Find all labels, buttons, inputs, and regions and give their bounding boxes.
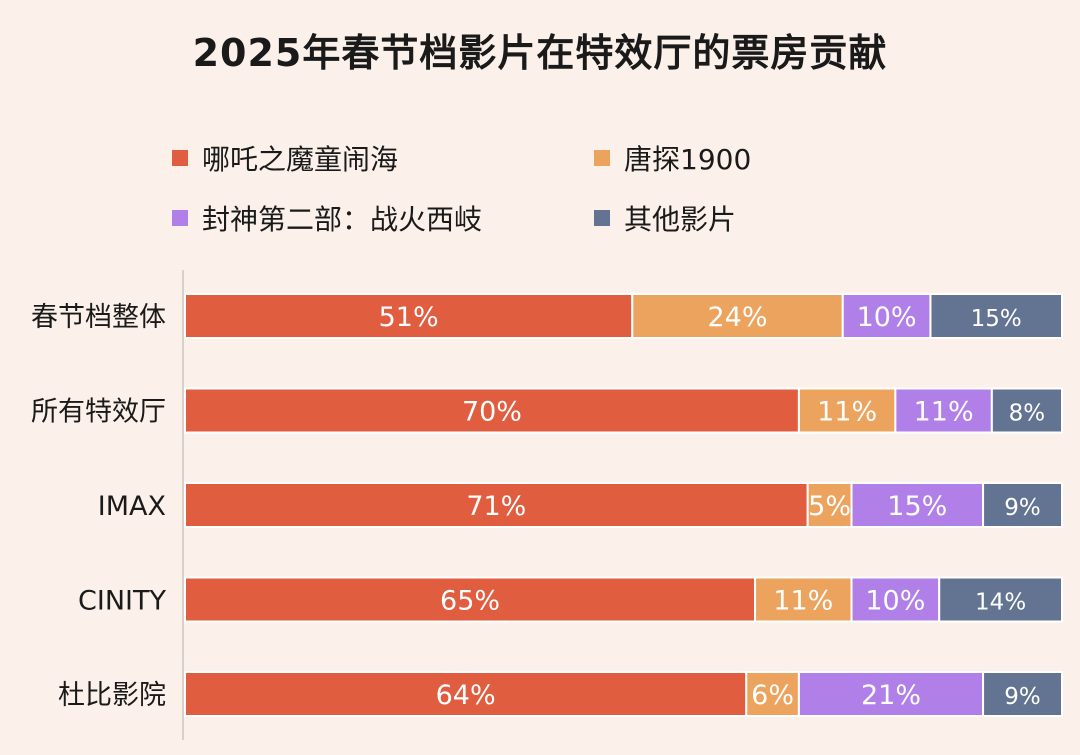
bar-data-label: 71% bbox=[466, 491, 526, 522]
legend-swatch-nezha bbox=[172, 150, 188, 166]
bar-segment bbox=[929, 293, 1064, 339]
legend-item-nezha: 哪吒之魔童闹海 bbox=[172, 138, 398, 178]
bar-segment bbox=[938, 576, 1063, 623]
bar-data-label: 70% bbox=[462, 397, 522, 428]
bar-segment bbox=[745, 671, 800, 717]
bar-data-label: 11% bbox=[817, 397, 877, 428]
bar-data-label: 65% bbox=[440, 586, 500, 617]
category-label: IMAX bbox=[98, 491, 166, 522]
bar-data-label: 24% bbox=[708, 302, 768, 333]
legend-swatch-tangtan bbox=[594, 150, 610, 166]
legend-swatch-fengshen bbox=[172, 210, 188, 226]
bar-data-label: 8% bbox=[1009, 401, 1046, 427]
bar-data-label: 51% bbox=[379, 302, 439, 333]
legend-label-others: 其他影片 bbox=[624, 203, 737, 236]
bar-data-label: 64% bbox=[436, 680, 496, 711]
bar-data-label: 9% bbox=[1004, 684, 1041, 710]
bar-data-label: 14% bbox=[975, 590, 1026, 616]
category-label: 杜比影院 bbox=[58, 680, 166, 711]
bar-data-label: 6% bbox=[751, 680, 794, 711]
bar-data-label: 21% bbox=[861, 680, 921, 711]
category-label: 春节档整体 bbox=[31, 302, 166, 333]
bar-data-label: 11% bbox=[773, 586, 833, 617]
bar-segment bbox=[797, 671, 985, 717]
bar-segment bbox=[184, 387, 800, 434]
bar-segment bbox=[184, 576, 757, 623]
bar-segment bbox=[850, 482, 985, 528]
bar-segment bbox=[982, 482, 1064, 528]
legend-swatch-others bbox=[594, 210, 610, 226]
bar-data-label: 9% bbox=[1004, 495, 1041, 521]
bar-data-label: 15% bbox=[971, 306, 1022, 332]
chart-title: 2025年春节档影片在特效厅的票房贡献 bbox=[192, 31, 888, 75]
bar-segment bbox=[754, 576, 853, 623]
bar-data-label: 5% bbox=[808, 491, 851, 522]
bar-data-label: 10% bbox=[865, 586, 925, 617]
bar-data-label: 15% bbox=[887, 491, 947, 522]
bar-segment bbox=[982, 671, 1064, 717]
legend-item-tangtan: 唐探1900 bbox=[594, 138, 751, 178]
bar-segment bbox=[797, 387, 897, 434]
legend-label-nezha: 哪吒之魔童闹海 bbox=[202, 143, 399, 176]
bar-segment bbox=[806, 482, 853, 528]
bar-segment bbox=[184, 482, 809, 528]
category-label: CINITY bbox=[78, 586, 166, 617]
bar-data-label: 10% bbox=[857, 302, 917, 333]
legend-label-tangtan: 唐探1900 bbox=[624, 143, 752, 176]
bar-segment bbox=[990, 387, 1064, 434]
legend-item-fengshen: 封神第二部：战火西岐 bbox=[172, 198, 482, 238]
legend-item-others: 其他影片 bbox=[594, 198, 736, 238]
legend-label-fengshen: 封神第二部：战火西岐 bbox=[202, 203, 483, 236]
bar-data-label: 11% bbox=[914, 397, 974, 428]
bar-segment bbox=[850, 576, 941, 623]
category-label: 所有特效厅 bbox=[31, 397, 166, 428]
